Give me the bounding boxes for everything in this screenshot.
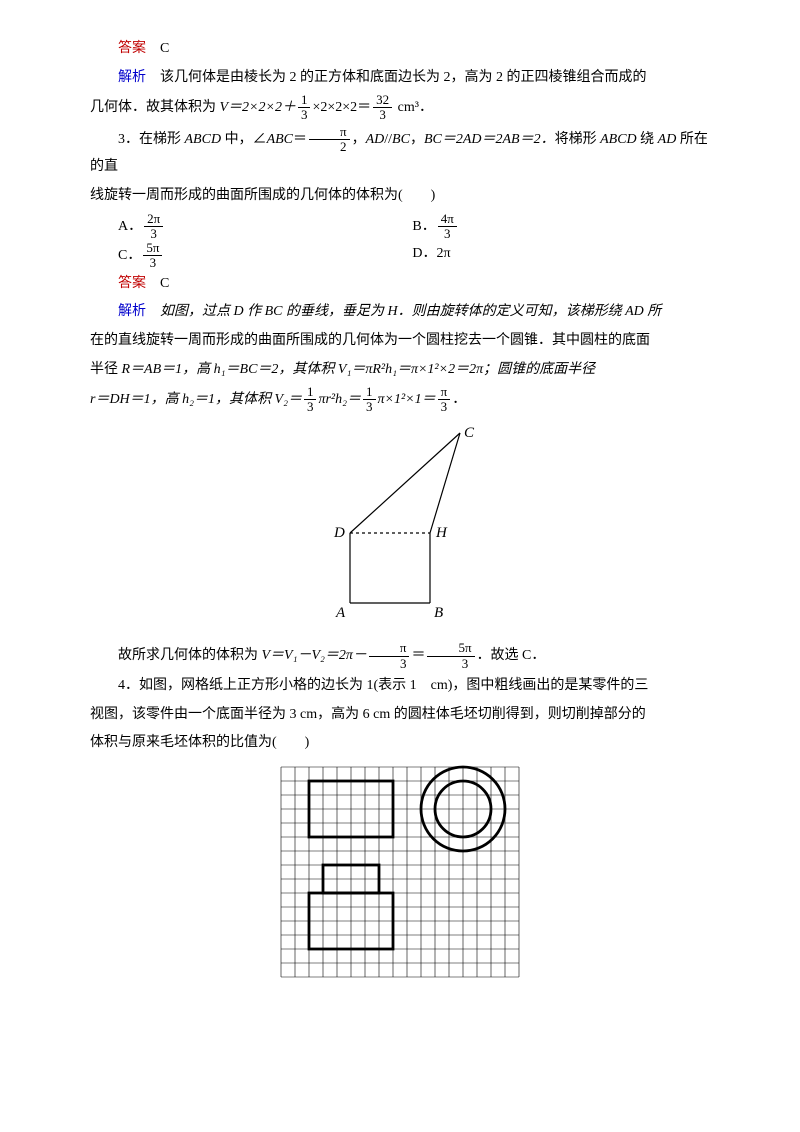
- answer-value: C: [160, 41, 169, 56]
- trapezoid-figure: A B C D H: [90, 423, 710, 634]
- analysis-text: 该几何体是由棱长为 2 的正方体和底面边长为 2，高为 2 的正四棱锥组合而成的: [160, 70, 647, 85]
- question-4-line2: 视图，该零件由一个底面半径为 3 cm，高为 6 cm 的圆柱体毛坯切削得到，则…: [90, 702, 710, 729]
- question-3: 3．在梯形 ABCD 中，∠ABC＝π2，AD//BC，BC＝2AD＝2AB＝2…: [90, 125, 710, 181]
- option-c: C．5π3: [90, 241, 412, 271]
- analysis-label: 解析: [118, 304, 146, 319]
- trapezoid-svg: A B C D H: [300, 423, 500, 623]
- answer-label: 答案: [118, 41, 146, 56]
- svg-text:B: B: [434, 605, 443, 621]
- grid-figure: [90, 765, 710, 990]
- analysis-3-p4: r＝DH＝1，高 h₂＝1，其体积 V₂＝13πr²h₂＝13π×1²×1＝π3…: [90, 385, 710, 415]
- analysis-block-1: 解析 该几何体是由棱长为 2 的正方体和底面边长为 2，高为 2 的正四棱锥组合…: [90, 65, 710, 92]
- option-a: A．2π3: [90, 212, 412, 242]
- option-b: B．4π3: [412, 212, 710, 242]
- analysis-3-p3: 半径 R＝AB＝1，高 h₁＝BC＝2，其体积 V₁＝πR²h₁＝π×1²×2＝…: [90, 357, 710, 384]
- answer-value: C: [160, 276, 169, 291]
- question-4: 4．如图，网格纸上正方形小格的边长为 1(表示 1 cm)，图中粗线画出的是某零…: [90, 673, 710, 700]
- fraction: 323: [373, 93, 392, 123]
- option-row-1: A．2π3 B．4π3: [90, 212, 710, 242]
- svg-text:H: H: [435, 525, 448, 541]
- fraction: 13: [298, 93, 311, 123]
- analysis-3-p1: 解析 如图，过点 D 作 BC 的垂线，垂足为 H．则由旋转体的定义可知，该梯形…: [90, 299, 710, 326]
- option-row-2: C．5π3 D．2π: [90, 241, 710, 271]
- analysis-label: 解析: [118, 70, 146, 85]
- answer-block-1: 答案 C: [90, 36, 710, 63]
- question-4-line3: 体积与原来毛坯体积的比值为( ): [90, 730, 710, 757]
- analysis-line-2: 几何体．故其体积为 V＝2×2×2＋13×2×2×2＝323 cm³．: [90, 93, 710, 123]
- question-3-line2: 线旋转一周而形成的曲面所围成的几何体的体积为( ): [90, 183, 710, 210]
- grid-svg: [279, 765, 521, 979]
- analysis-3-p2: 在的直线旋转一周而形成的曲面所围成的几何体为一个圆柱挖去一个圆锥．其中圆柱的底面: [90, 328, 710, 355]
- svg-text:C: C: [464, 425, 475, 441]
- conclusion: 故所求几何体的体积为 V＝V₁－V₂＝2π－π3＝5π3．故选 C．: [90, 641, 710, 671]
- svg-text:A: A: [335, 605, 346, 621]
- svg-text:D: D: [333, 525, 345, 541]
- answer-block-3: 答案 C: [90, 271, 710, 298]
- fraction: π2: [309, 125, 350, 155]
- option-d: D．2π: [412, 241, 710, 271]
- answer-label: 答案: [118, 276, 146, 291]
